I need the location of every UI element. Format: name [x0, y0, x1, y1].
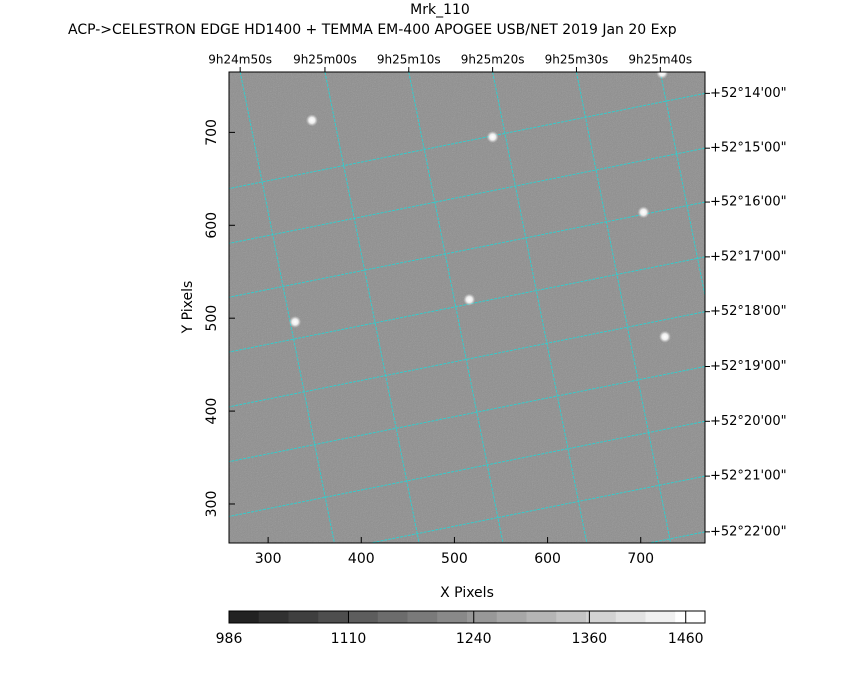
- star: [305, 114, 318, 127]
- star: [656, 72, 669, 79]
- y-tick-label: 300: [204, 491, 220, 518]
- ra-tick-label: 9h25m20s: [461, 53, 525, 67]
- colorbar-step: [407, 611, 438, 623]
- colorbar-step: [645, 611, 676, 623]
- colorbar-step: [496, 611, 527, 623]
- colorbar-step: [377, 611, 408, 623]
- colorbar-step: [288, 611, 319, 623]
- colorbar-step: [229, 611, 260, 623]
- plot-area: [229, 72, 705, 543]
- ra-grid-line: [659, 72, 705, 299]
- image-noise: [229, 72, 705, 543]
- dec-tick-label: +52°15'00": [710, 141, 787, 156]
- y-tick-label: 600: [204, 212, 220, 239]
- colorbar-tick-label: 1360: [572, 631, 608, 647]
- dec-tick-label: +52°19'00": [710, 359, 787, 374]
- ra-tick-label: 9h25m40s: [628, 53, 692, 67]
- colorbar-step: [675, 611, 706, 623]
- ra-tick-label: 9h25m30s: [545, 53, 609, 67]
- x-tick-label: 600: [534, 551, 561, 567]
- star: [637, 206, 650, 219]
- dec-tick-label: +52°18'00": [710, 304, 787, 319]
- ra-tick-label: 9h24m50s: [208, 53, 272, 67]
- ra-tick-label: 9h25m10s: [377, 53, 441, 67]
- plot-frame: [228, 71, 706, 544]
- x-tick-label: 500: [441, 551, 468, 567]
- colorbar-tick-label: 1240: [456, 631, 492, 647]
- dec-tick-label: +52°17'00": [710, 249, 787, 264]
- x-axis-label: X Pixels: [440, 585, 494, 601]
- colorbar-step: [586, 611, 617, 623]
- ra-grid-line: [324, 72, 420, 543]
- y-axis-label: Y Pixels: [180, 281, 196, 335]
- ra-grid-line: [239, 72, 335, 543]
- dec-grid-line: [229, 201, 705, 298]
- chart-subtitle: ACP->CELESTRON EDGE HD1400 + TEMMA EM-40…: [68, 22, 677, 38]
- x-tick-label: 400: [348, 551, 375, 567]
- colorbar-step: [467, 611, 498, 623]
- colorbar-tick-label: 1460: [668, 631, 704, 647]
- star: [463, 293, 476, 306]
- dec-grid-line: [229, 420, 705, 517]
- colorbar-tick-label: 1110: [331, 631, 367, 647]
- y-tick-label: 500: [204, 305, 220, 332]
- ra-grid-line: [492, 72, 588, 543]
- dec-grid-line: [229, 92, 705, 190]
- chart-title: Mrk_110: [410, 2, 470, 18]
- x-tick-label: 700: [627, 551, 654, 567]
- dec-tick-label: +52°22'00": [710, 524, 787, 539]
- colorbar-step: [556, 611, 587, 623]
- y-tick-label: 400: [204, 398, 220, 425]
- colorbar-step: [318, 611, 349, 623]
- star: [486, 131, 499, 144]
- dec-tick-label: +52°21'00": [710, 469, 787, 484]
- dec-grid-line: [229, 147, 705, 244]
- x-tick-label: 300: [255, 551, 282, 567]
- dec-grid-line: [229, 311, 705, 408]
- y-tick-label: 700: [204, 119, 220, 146]
- colorbar-step: [615, 611, 646, 623]
- dec-grid-line: [229, 366, 705, 463]
- colorbar-step: [258, 611, 289, 623]
- colorbar-tick-label: 986: [216, 631, 243, 647]
- colorbar-step: [526, 611, 557, 623]
- colorbar-step: [348, 611, 379, 623]
- colorbar-step: [437, 611, 468, 623]
- ra-grid-line: [575, 72, 672, 543]
- dec-tick-label: +52°20'00": [710, 414, 787, 429]
- dec-tick-label: +52°14'00": [710, 86, 787, 101]
- star: [289, 315, 302, 328]
- star: [658, 330, 671, 343]
- ra-tick-label: 9h25m00s: [293, 53, 357, 67]
- dec-tick-label: +52°16'00": [710, 195, 787, 210]
- dec-grid-line: [368, 475, 705, 543]
